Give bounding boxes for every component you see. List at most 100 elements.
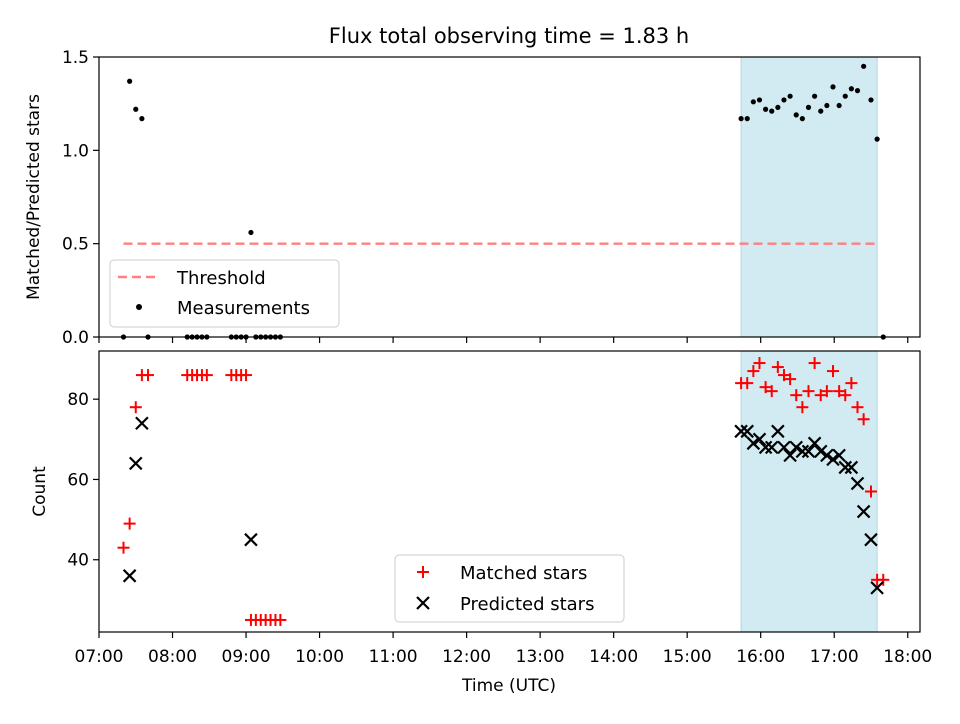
predicted-star-point	[826, 452, 840, 467]
matched-star-point	[240, 369, 253, 382]
predicted-star-point	[850, 476, 865, 491]
y-tick-label: 1.0	[62, 141, 89, 161]
predicted-star-point	[244, 532, 258, 547]
measurement-point	[842, 93, 848, 99]
matched-star-point	[839, 389, 852, 402]
matched-star-point	[857, 413, 870, 426]
predicted-star-point	[758, 440, 773, 455]
predicted-star-point	[128, 456, 143, 471]
y-tick-label: 40	[67, 551, 89, 571]
figure-title: Flux total observing time = 1.83 h	[329, 24, 689, 48]
legend-measurement-swatch	[136, 304, 142, 310]
x-tick-label: 18:00	[883, 647, 932, 667]
measurement-point	[127, 78, 133, 84]
matched-star-point	[845, 377, 858, 390]
matched-star-point	[833, 385, 846, 398]
measurement-point	[848, 86, 854, 92]
predicted-star-point	[807, 436, 822, 451]
matched-swatch-mark	[417, 566, 429, 578]
measurement-point	[738, 116, 744, 122]
matched-star-point	[741, 377, 754, 390]
measurement-point	[139, 116, 145, 122]
matched-star-point	[802, 385, 815, 398]
predicted-swatch-mark	[416, 596, 430, 610]
predicted-star-point	[813, 444, 828, 459]
x-axis-label: Time (UTC)	[461, 676, 556, 696]
matched-star-point	[814, 389, 827, 402]
ratio-panel: 0.0 0.5 1.0 1.5 Matched/Predicted stars Thr…	[24, 48, 921, 348]
matched-star-point	[790, 389, 803, 402]
predicted-star-point	[122, 569, 137, 583]
measurement-point	[750, 99, 756, 105]
predicted-star-point	[734, 424, 748, 439]
predicted-star-point	[838, 460, 853, 475]
measurement-point	[248, 229, 254, 236]
y-tick-label: 80	[67, 390, 89, 410]
matched-star-point	[777, 369, 790, 382]
count-legend: Matched stars Predicted stars	[394, 554, 625, 623]
matched-star-point	[820, 385, 833, 398]
matched-star-point	[759, 381, 772, 394]
matched-star-points	[117, 357, 890, 626]
predicted-star-point	[820, 448, 834, 463]
x-tick-label: 08:00	[148, 647, 197, 667]
predicted-star-point	[783, 448, 797, 463]
matched-star-point	[877, 573, 890, 586]
y-tick-label: 0.0	[62, 328, 89, 348]
predicted-star-point	[844, 460, 859, 475]
observing-window-shade	[740, 56, 878, 338]
x-tick-label: 07:00	[75, 647, 124, 667]
y-tick-label: 1.5	[62, 48, 89, 68]
matched-star-point	[129, 401, 142, 414]
x-tick-label: 09:00	[222, 647, 271, 667]
predicted-star-point	[870, 581, 884, 595]
matched-star-point	[765, 385, 778, 398]
measurement-point	[830, 84, 836, 90]
predicted-star-point	[832, 448, 846, 463]
matched-star-point	[808, 357, 821, 370]
x-tick-label: 15:00	[663, 647, 712, 667]
y-tick-label: 60	[67, 470, 89, 490]
predicted-star-points	[122, 416, 884, 595]
measurement-point	[861, 63, 867, 69]
measurement-point	[756, 97, 763, 103]
matched-star-point	[851, 401, 864, 414]
measurement-point	[874, 136, 880, 142]
ratio-y-axis-label: Matched/Predicted stars	[24, 94, 44, 300]
matched-star-point	[771, 361, 784, 374]
measurement-point	[854, 88, 861, 94]
ratio-legend: Threshold Measurements	[109, 259, 340, 328]
measurement-point	[744, 116, 750, 122]
count-x-ticks: 07:00 08:00 09:00 10:00 11:00 12:00 13:00 14:00…	[75, 632, 932, 667]
matched-star-point	[274, 613, 287, 626]
x-tick-label: 14:00	[589, 647, 638, 667]
x-tick-label: 10:00	[295, 647, 344, 667]
predicted-star-point	[771, 424, 785, 439]
matched-star-point	[796, 401, 809, 414]
legend-measurement-label: Measurements	[177, 298, 310, 319]
measurement-point	[824, 102, 830, 109]
matched-star-point	[784, 373, 797, 386]
legend-matched-swatch	[417, 566, 429, 578]
count-panel: 40 60 80 07:00 08:00 09:00 10:00 11:00 12:00 13:…	[30, 350, 932, 696]
count-axes-frame	[98, 350, 921, 633]
matched-star-point	[117, 541, 130, 554]
measurement-point	[805, 104, 812, 110]
predicted-star-point	[789, 440, 804, 455]
x-tick-label: 11:00	[369, 647, 418, 667]
predicted-star-point	[856, 504, 871, 519]
predicted-star-point	[752, 432, 767, 447]
measurement-point	[775, 104, 781, 110]
ratio-x-ticks	[98, 337, 909, 343]
matched-star-point	[826, 365, 839, 378]
x-tick-label: 13:00	[516, 647, 565, 667]
predicted-star-point	[135, 416, 149, 431]
count-y-ticks: 40 60 80	[67, 390, 99, 571]
measurement-point	[763, 106, 769, 112]
predicted-star-point	[746, 436, 761, 451]
matched-star-point	[747, 365, 760, 378]
y-tick-label: 0.5	[62, 235, 89, 255]
predicted-star-point	[864, 532, 878, 547]
legend-matched-label: Matched stars	[460, 563, 587, 584]
